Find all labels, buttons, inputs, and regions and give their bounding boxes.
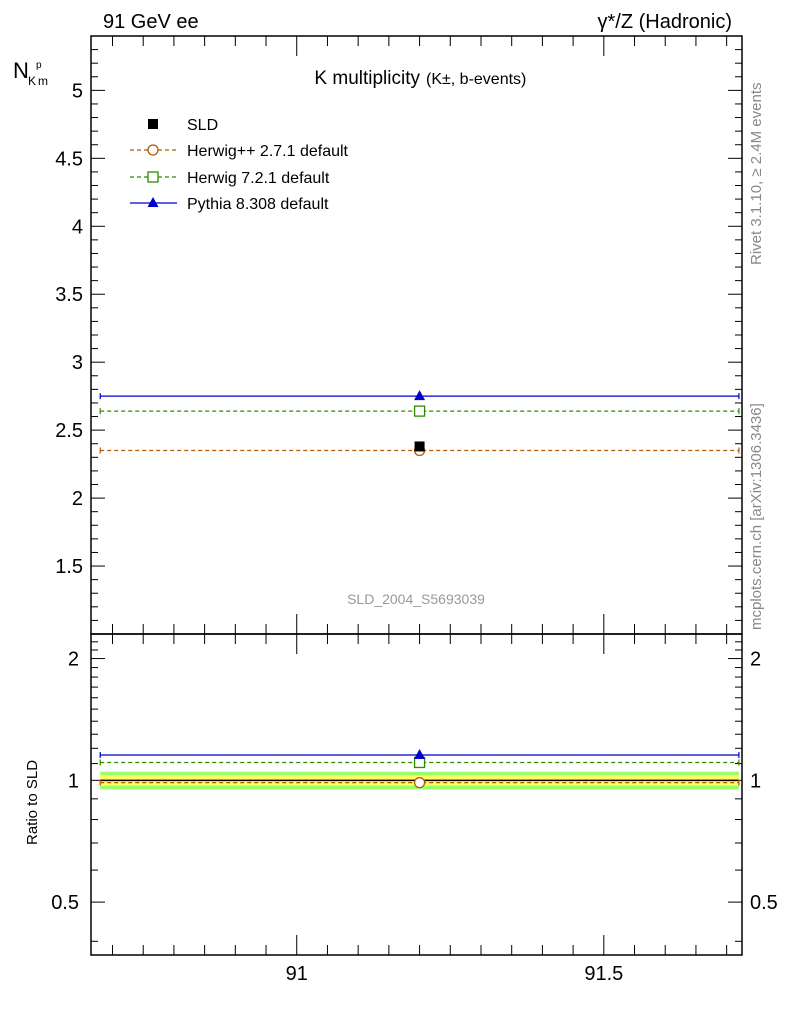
main-ylabel: N K p m: [13, 58, 48, 88]
main-y-axis: 1.5 2 2.5 3 3.5 4 4.5 5: [55, 49, 742, 621]
ratio-ytick-label-left: 2: [68, 649, 79, 671]
legend-marker-herwig7: [147, 171, 159, 183]
xtick-label: 91.5: [584, 963, 623, 985]
ratio-ytick-label-left: 0.5: [51, 892, 79, 914]
xtick-label: 91: [286, 963, 308, 985]
header-left: 91 GeV ee: [103, 11, 199, 33]
ratio-ytick-label-left: 1: [68, 770, 79, 792]
legend-marker-pythia: [147, 197, 159, 207]
legend-sld-marker: [148, 119, 158, 129]
main-ytick-label: 2.5: [55, 420, 83, 442]
ratio-series-layer: [99, 749, 740, 789]
rivet-label: Rivet 3.1.10, ≥ 2.4M events: [748, 83, 765, 266]
ratio-ylabel: Ratio to SLD: [24, 760, 41, 845]
legend-entry-herwig7: Herwig 7.2.1 default: [130, 170, 330, 187]
ratio-ytick-label-right: 2: [750, 649, 761, 671]
main-series-layer: [99, 390, 740, 457]
main-ytick-label: 3: [72, 352, 83, 374]
legend-label-herwig7: Herwig 7.2.1 default: [187, 170, 330, 187]
main-pythia-marker: [414, 390, 426, 401]
svg-text:p: p: [36, 60, 42, 71]
x-axis: 91 91.5: [111, 36, 728, 985]
mcplots-label: mcplots.cern.ch [arXiv:1306.3436]: [748, 403, 765, 630]
legend-entry-sld: SLD: [148, 117, 218, 134]
svg-text:m: m: [38, 74, 48, 88]
legend: SLD Herwig++ 2.7.1 default Herwig 7.2.1 de…: [130, 117, 349, 213]
main-ytick-label: 4: [72, 216, 83, 238]
legend-entry-pythia: Pythia 8.308 default: [130, 196, 329, 213]
ratio-ytick-label-right: 1: [750, 770, 761, 792]
main-ytick-label: 5: [72, 80, 83, 102]
main-herwig7-marker: [413, 405, 426, 417]
legend-label-pythia: Pythia 8.308 default: [187, 196, 329, 213]
svg-text:N: N: [13, 58, 29, 83]
svg-text:K: K: [28, 74, 36, 88]
legend-label-sld: SLD: [187, 117, 218, 134]
main-title-suffix: (K±, b-events): [426, 71, 526, 88]
main-ytick-label: 4.5: [55, 148, 83, 170]
legend-label-herwigpp: Herwig++ 2.7.1 default: [187, 143, 349, 160]
main-title: K multiplicity: [314, 68, 420, 89]
main-sld-marker: [414, 441, 425, 452]
legend-entry-herwigpp: Herwig++ 2.7.1 default: [130, 143, 349, 160]
header-right: γ*/Z (Hadronic): [598, 11, 732, 33]
ratio-herwigpp-marker: [413, 776, 426, 789]
main-ytick-label: 1.5: [55, 556, 83, 578]
main-ytick-label: 2: [72, 488, 83, 510]
main-ytick-label: 3.5: [55, 284, 83, 306]
ratio-y-axis: 0.5 0.5 1 1 2 2: [51, 641, 778, 942]
ratio-ytick-label-right: 0.5: [750, 892, 778, 914]
legend-marker-herwigpp: [147, 144, 159, 156]
analysis-watermark: SLD_2004_S5693039: [347, 591, 485, 607]
ratio-plot-frame: [90, 633, 743, 956]
ratio-pythia-marker: [414, 749, 426, 760]
